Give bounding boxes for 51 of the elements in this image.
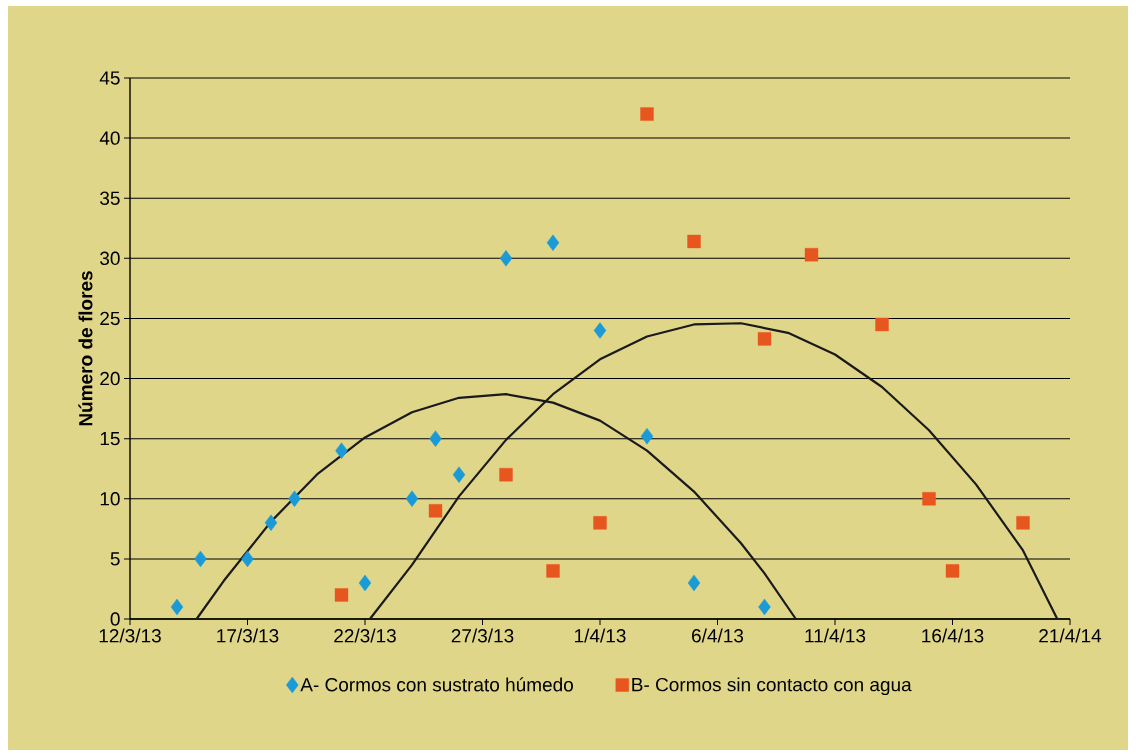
point xyxy=(546,234,560,251)
y-tick-label: 15 xyxy=(100,432,120,446)
y-tick-label: 30 xyxy=(100,251,120,266)
y-tick-label: 10 xyxy=(100,492,120,506)
point xyxy=(288,490,301,507)
point xyxy=(593,516,607,530)
point xyxy=(922,492,936,506)
point xyxy=(1016,516,1030,530)
x-tick-label: 16/4/13 xyxy=(922,628,984,643)
point xyxy=(687,234,701,249)
point xyxy=(593,322,607,339)
point xyxy=(757,332,772,346)
y-tick-label: 5 xyxy=(110,552,120,566)
point xyxy=(429,430,442,447)
legend-label: B- Cormos sin contacto con agua xyxy=(632,677,912,696)
y-tick-label: 25 xyxy=(100,311,120,326)
point xyxy=(194,550,207,568)
y-axis-title: Número de flores xyxy=(78,271,93,426)
x-tick-label: 21/4/14 xyxy=(1039,628,1102,643)
x-tick-label: 11/4/13 xyxy=(805,628,866,643)
point xyxy=(640,107,654,121)
point xyxy=(804,248,819,262)
point xyxy=(875,317,889,332)
point xyxy=(499,250,513,267)
x-tick-label: 27/3/13 xyxy=(451,628,514,643)
x-tick-label: 6/4/13 xyxy=(692,628,744,643)
y-tick-label: 0 xyxy=(110,612,120,626)
point xyxy=(758,598,771,616)
point xyxy=(499,468,513,482)
x-tick-label: 17/3/13 xyxy=(217,628,279,643)
point xyxy=(264,514,278,532)
x-tick-label: 22/3/13 xyxy=(334,628,396,643)
point xyxy=(170,598,184,616)
point xyxy=(452,466,466,483)
x-tick-label: 1/4/13 xyxy=(575,628,626,643)
point xyxy=(640,428,654,445)
legend-label: A- Cormos con sustrato húmedo xyxy=(300,677,573,692)
point xyxy=(945,564,960,578)
point xyxy=(687,574,701,592)
point xyxy=(335,442,348,459)
point xyxy=(405,490,419,507)
point xyxy=(241,550,254,568)
point xyxy=(546,564,560,578)
y-tick-label: 40 xyxy=(99,131,120,145)
x-tick-label: 12/3/13 xyxy=(99,628,161,643)
y-tick-label: 45 xyxy=(99,71,120,85)
y-tick-label: 35 xyxy=(100,191,120,205)
point xyxy=(334,588,349,602)
point xyxy=(428,504,443,518)
point xyxy=(358,574,372,592)
y-tick-label: 20 xyxy=(100,371,120,386)
